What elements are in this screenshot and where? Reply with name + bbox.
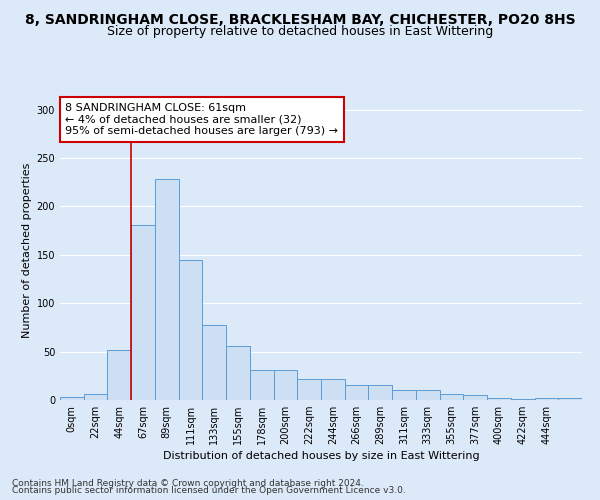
Bar (321, 378, 345, 400)
Bar (250, 370, 274, 400)
Bar (392, 390, 416, 400)
Bar (297, 378, 321, 400)
Bar (511, 399, 535, 400)
Bar (487, 398, 511, 400)
Bar (155, 180, 179, 400)
Bar (60, 397, 84, 400)
Bar (107, 350, 131, 400)
Bar (463, 395, 487, 400)
Bar (416, 390, 440, 400)
Bar (84, 394, 107, 400)
Text: 8 SANDRINGHAM CLOSE: 61sqm
← 4% of detached houses are smaller (32)
95% of semi-: 8 SANDRINGHAM CLOSE: 61sqm ← 4% of detac… (65, 103, 338, 136)
Bar (226, 346, 250, 400)
Text: 8, SANDRINGHAM CLOSE, BRACKLESHAM BAY, CHICHESTER, PO20 8HS: 8, SANDRINGHAM CLOSE, BRACKLESHAM BAY, C… (25, 12, 575, 26)
Bar (440, 394, 463, 400)
Y-axis label: Number of detached properties: Number of detached properties (22, 162, 32, 338)
Text: Size of property relative to detached houses in East Wittering: Size of property relative to detached ho… (107, 25, 493, 38)
X-axis label: Distribution of detached houses by size in East Wittering: Distribution of detached houses by size … (163, 452, 479, 462)
Bar (345, 384, 368, 400)
Bar (368, 384, 392, 400)
Bar (274, 370, 297, 400)
Bar (535, 398, 558, 400)
Text: Contains public sector information licensed under the Open Government Licence v3: Contains public sector information licen… (12, 486, 406, 495)
Bar (131, 225, 155, 400)
Bar (558, 398, 582, 400)
Text: Contains HM Land Registry data © Crown copyright and database right 2024.: Contains HM Land Registry data © Crown c… (12, 478, 364, 488)
Bar (202, 326, 226, 400)
Bar (179, 260, 202, 400)
